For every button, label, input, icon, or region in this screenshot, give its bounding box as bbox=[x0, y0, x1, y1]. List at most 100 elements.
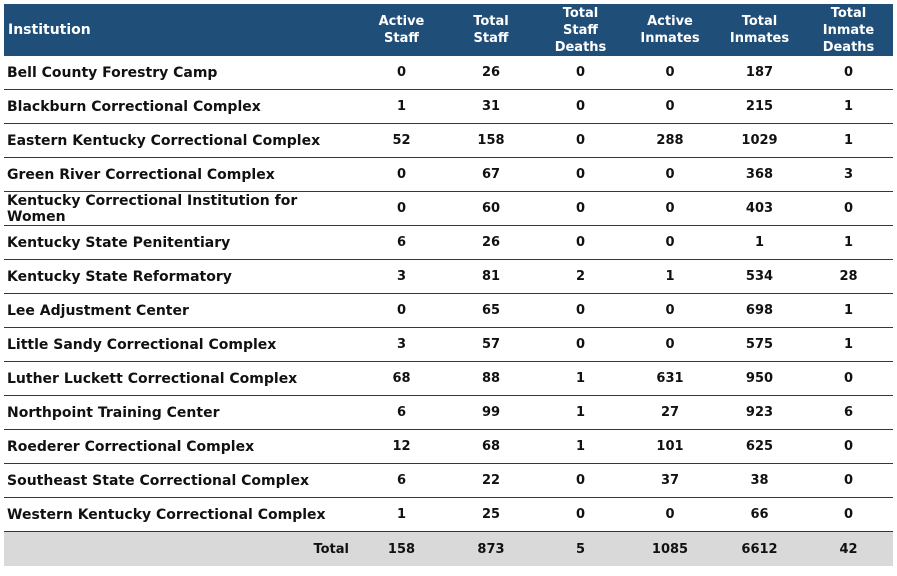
table-row: Luther Luckett Correctional Complex 68 88 1… bbox=[4, 361, 893, 396]
cell-staff-deaths: 0 bbox=[536, 191, 625, 226]
cell-inmate-deaths: 0 bbox=[804, 56, 893, 90]
header-total-inmate-deaths: Total Inmate Deaths bbox=[804, 4, 893, 56]
cell-inmate-deaths: 1 bbox=[804, 293, 893, 328]
cell-total-staff: 60 bbox=[446, 191, 536, 226]
cell-active-staff: 1 bbox=[357, 89, 446, 124]
cell-total-staff: 26 bbox=[446, 225, 536, 260]
cell-staff-deaths: 0 bbox=[536, 123, 625, 158]
covid-table-container: Institution Active Staff Total Staff Tot… bbox=[4, 4, 893, 566]
table-row: Kentucky State Reformatory 3 81 2 1 534 28 bbox=[4, 259, 893, 294]
cell-total-inmates: 1 bbox=[715, 225, 804, 260]
cell-total-staff: 81 bbox=[446, 259, 536, 294]
cell-staff-deaths: 0 bbox=[536, 225, 625, 260]
table-body: Bell County Forestry Camp 0 26 0 0 187 0 Blackb… bbox=[4, 56, 893, 532]
cell-total-staff: 26 bbox=[446, 56, 536, 90]
cell-active-inmates: 0 bbox=[625, 327, 715, 362]
cell-total-inmates: 403 bbox=[715, 191, 804, 226]
total-row: Total 158 873 5 1085 6612 42 bbox=[4, 531, 893, 566]
header-active-inmates-line1: Active bbox=[647, 14, 693, 29]
cell-active-inmates: 1 bbox=[625, 259, 715, 294]
cell-staff-deaths: 0 bbox=[536, 463, 625, 498]
total-active-staff: 158 bbox=[357, 531, 446, 566]
cell-inmate-deaths: 1 bbox=[804, 327, 893, 362]
cell-active-inmates: 0 bbox=[625, 225, 715, 260]
cell-institution: Western Kentucky Correctional Complex bbox=[4, 497, 357, 532]
header-total-staff-deaths-line2: Staff bbox=[563, 22, 598, 38]
total-total-staff: 873 bbox=[446, 531, 536, 566]
table-row: Kentucky State Penitentiary 6 26 0 0 1 1 bbox=[4, 225, 893, 260]
cell-staff-deaths: 0 bbox=[536, 497, 625, 532]
cell-total-staff: 99 bbox=[446, 395, 536, 430]
header-row: Institution Active Staff Total Staff Tot… bbox=[4, 4, 893, 56]
cell-inmate-deaths: 6 bbox=[804, 395, 893, 430]
total-active-inmates: 1085 bbox=[625, 531, 715, 566]
cell-active-inmates: 101 bbox=[625, 429, 715, 464]
total-inmate-deaths: 42 bbox=[804, 531, 893, 566]
header-total-inmates-line2: Inmates bbox=[729, 31, 790, 46]
cell-institution: Kentucky State Penitentiary bbox=[4, 225, 357, 260]
header-active-staff: Active Staff bbox=[357, 4, 446, 56]
cell-institution: Blackburn Correctional Complex bbox=[4, 89, 357, 124]
cell-active-staff: 0 bbox=[357, 191, 446, 226]
table-row: Green River Correctional Complex 0 67 0 0 368… bbox=[4, 157, 893, 192]
cell-staff-deaths: 0 bbox=[536, 157, 625, 192]
cell-total-inmates: 575 bbox=[715, 327, 804, 362]
cell-total-staff: 67 bbox=[446, 157, 536, 192]
cell-total-staff: 65 bbox=[446, 293, 536, 328]
total-total-inmates: 6612 bbox=[715, 531, 804, 566]
cell-total-inmates: 1029 bbox=[715, 123, 804, 158]
cell-inmate-deaths: 1 bbox=[804, 89, 893, 124]
cell-total-inmates: 38 bbox=[715, 463, 804, 498]
cell-institution: Kentucky Correctional Institution for Wo… bbox=[4, 191, 357, 226]
cell-active-staff: 52 bbox=[357, 123, 446, 158]
header-institution: Institution bbox=[4, 4, 357, 56]
header-total-inmate-deaths-line3: Deaths bbox=[822, 39, 875, 55]
cell-institution: Bell County Forestry Camp bbox=[4, 56, 357, 90]
cell-inmate-deaths: 28 bbox=[804, 259, 893, 294]
cell-total-inmates: 368 bbox=[715, 157, 804, 192]
header-total-staff-line2: Staff bbox=[473, 31, 509, 46]
cell-active-staff: 3 bbox=[357, 259, 446, 294]
cell-active-inmates: 0 bbox=[625, 56, 715, 90]
cell-active-inmates: 37 bbox=[625, 463, 715, 498]
cell-inmate-deaths: 0 bbox=[804, 361, 893, 396]
header-total-staff-deaths-line1: Total bbox=[562, 5, 599, 21]
table-row: Little Sandy Correctional Complex 3 57 0 0 57… bbox=[4, 327, 893, 362]
cell-active-staff: 3 bbox=[357, 327, 446, 362]
header-total-staff-line1: Total bbox=[473, 14, 509, 29]
cell-total-inmates: 950 bbox=[715, 361, 804, 396]
table-row: Western Kentucky Correctional Complex 1 25… bbox=[4, 497, 893, 532]
cell-active-staff: 12 bbox=[357, 429, 446, 464]
cell-inmate-deaths: 1 bbox=[804, 225, 893, 260]
cell-staff-deaths: 0 bbox=[536, 56, 625, 90]
cell-institution: Luther Luckett Correctional Complex bbox=[4, 361, 357, 396]
table-row: Eastern Kentucky Correctional Complex 52 1… bbox=[4, 123, 893, 158]
cell-active-inmates: 0 bbox=[625, 157, 715, 192]
cell-total-inmates: 625 bbox=[715, 429, 804, 464]
cell-total-inmates: 698 bbox=[715, 293, 804, 328]
cell-institution: Lee Adjustment Center bbox=[4, 293, 357, 328]
header-total-staff-deaths-line3: Deaths bbox=[554, 39, 607, 55]
cell-institution: Little Sandy Correctional Complex bbox=[4, 327, 357, 362]
cell-total-staff: 31 bbox=[446, 89, 536, 124]
cell-institution: Kentucky State Reformatory bbox=[4, 259, 357, 294]
header-total-inmates: Total Inmates bbox=[715, 4, 804, 56]
table-row: Roederer Correctional Complex 12 68 1 101 625… bbox=[4, 429, 893, 464]
header-active-staff-line1: Active bbox=[378, 14, 425, 29]
table-row: Southeast State Correctional Complex 6 22 0… bbox=[4, 463, 893, 498]
cell-staff-deaths: 0 bbox=[536, 89, 625, 124]
table-row: Bell County Forestry Camp 0 26 0 0 187 0 bbox=[4, 56, 893, 90]
cell-institution: Northpoint Training Center bbox=[4, 395, 357, 430]
table-row: Kentucky Correctional Institution for Wo… bbox=[4, 191, 893, 226]
table-header: Institution Active Staff Total Staff Tot… bbox=[4, 4, 893, 56]
total-staff-deaths: 5 bbox=[536, 531, 625, 566]
cell-total-inmates: 215 bbox=[715, 89, 804, 124]
cell-active-staff: 0 bbox=[357, 56, 446, 90]
cell-staff-deaths: 0 bbox=[536, 327, 625, 362]
cell-active-inmates: 0 bbox=[625, 191, 715, 226]
cell-total-staff: 22 bbox=[446, 463, 536, 498]
header-active-staff-line2: Staff bbox=[384, 31, 419, 46]
cell-staff-deaths: 2 bbox=[536, 259, 625, 294]
cell-total-staff: 57 bbox=[446, 327, 536, 362]
cell-active-inmates: 27 bbox=[625, 395, 715, 430]
